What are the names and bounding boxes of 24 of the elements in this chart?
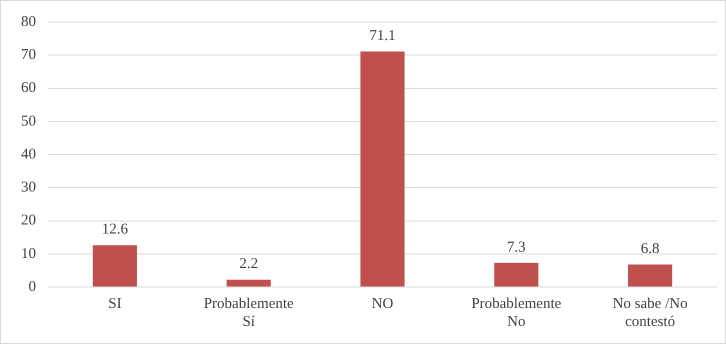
y-tick-label: 20 (21, 212, 36, 229)
y-tick-label: 80 (21, 14, 36, 30)
y-tick-label: 30 (21, 180, 36, 196)
y-tick-label: 0 (28, 278, 36, 295)
bar (494, 262, 538, 286)
data-label: 71.1 (369, 28, 396, 44)
y-tick-label: 10 (21, 246, 36, 262)
x-tick-label: SI (108, 296, 122, 312)
x-tick-label: Probablemente Sí (204, 296, 294, 330)
bar (92, 245, 137, 286)
y-tick-label: 70 (21, 47, 36, 64)
data-label: 7.3 (506, 239, 526, 256)
data-label: 12.6 (102, 222, 129, 238)
y-tick-label: 60 (21, 80, 36, 96)
bar (628, 264, 672, 286)
y-tick-label: 40 (21, 146, 36, 162)
x-tick-label: Probablemente No (471, 296, 562, 330)
bar (360, 51, 405, 286)
x-tick-label: No sabe /No contestó (612, 296, 688, 330)
data-label: 2.2 (239, 256, 258, 272)
bar (226, 280, 271, 286)
x-tick-label: NO (372, 296, 394, 312)
y-tick-label: 50 (21, 113, 36, 130)
data-label: 6.8 (640, 240, 660, 257)
